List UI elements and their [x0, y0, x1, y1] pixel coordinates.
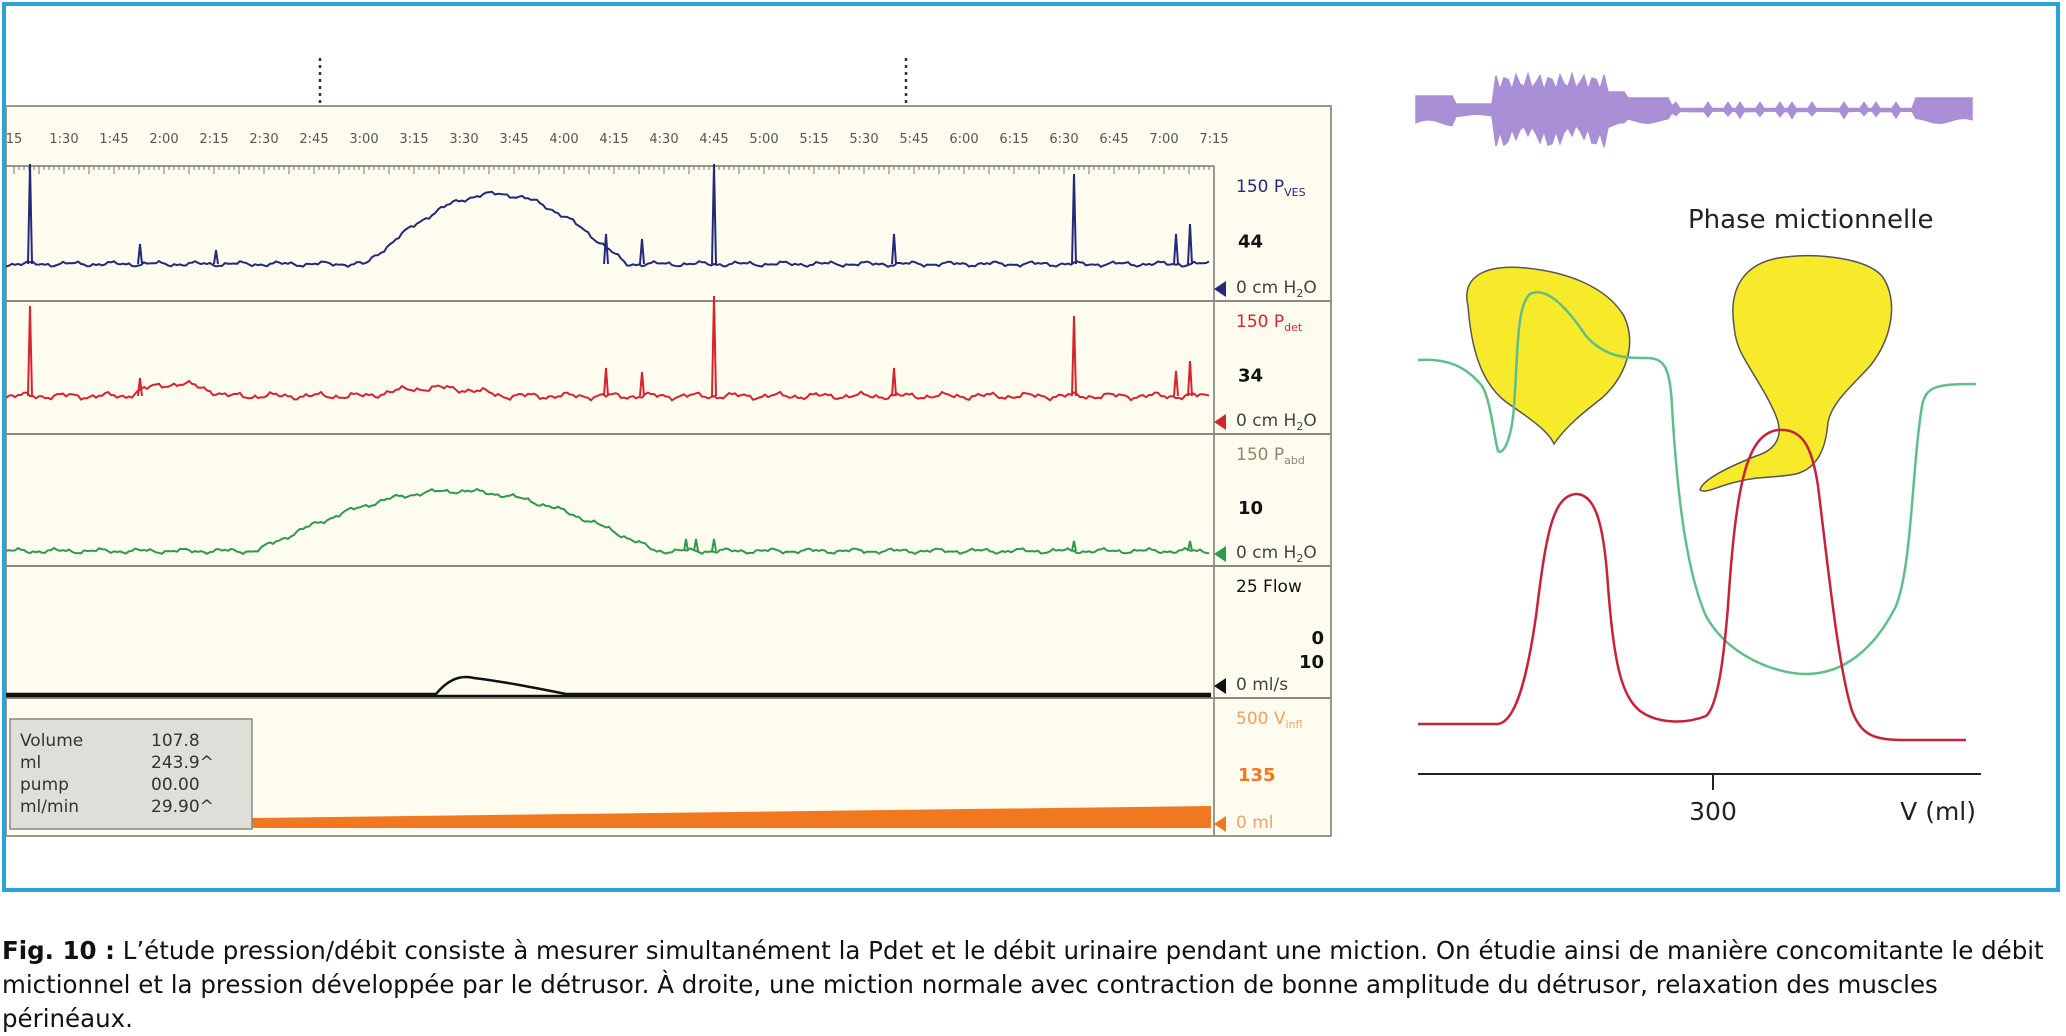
channel-marker — [1214, 816, 1226, 832]
time-tick-label: 7:00 — [1149, 132, 1178, 147]
caption-label: Fig. 10 : — [2, 936, 115, 965]
time-tick-label: 4:15 — [599, 132, 628, 147]
time-tick-label: 6:00 — [949, 132, 978, 147]
channel-marker — [1214, 546, 1226, 562]
time-tick-label: 5:30 — [849, 132, 878, 147]
info-value: 107.8 — [151, 731, 200, 751]
scale-max-label: 25 Flow — [1236, 577, 1302, 597]
info-label: ml — [20, 753, 41, 773]
time-axis: 15 1:30 1:45 2:00 2:15 2:30 2:45 3:00 3:15 3:30 3:… — [6, 132, 1229, 174]
time-tick-label: 1:30 — [49, 132, 78, 147]
info-box: Volume 107.8 ml 243.9^ pump 00.00 ml/min 29.90^ — [9, 718, 253, 830]
channel-traces — [6, 163, 1211, 828]
phase-title: Phase mictionnelle — [1688, 205, 1933, 235]
time-tick-label: 5:15 — [799, 132, 828, 147]
x-tick-label: 300 — [1689, 797, 1737, 826]
flow-trace — [6, 675, 1211, 696]
time-tick-label: 7:15 — [1199, 132, 1228, 147]
info-label: ml/min — [20, 797, 79, 817]
time-tick-label: 6:30 — [1049, 132, 1078, 147]
time-tick-label: 3:45 — [499, 132, 528, 147]
time-tick-label: 5:45 — [899, 132, 928, 147]
pdet-trace — [6, 295, 1210, 402]
schematic-panel: Phase mictionnelle 300 V (ml) — [1415, 71, 1981, 826]
channel-marker — [1214, 281, 1226, 297]
time-tick-label: 15 — [6, 132, 22, 147]
x-axis-label: V (ml) — [1900, 797, 1976, 826]
scale-current-value: 10 — [1299, 652, 1324, 673]
time-tick-label: 5:00 — [749, 132, 778, 147]
time-tick-label: 2:15 — [199, 132, 228, 147]
bladder-shape-voiding — [1699, 255, 1893, 492]
info-label: pump — [20, 775, 69, 795]
infusion-volume-trace — [252, 806, 1211, 828]
info-label: Volume — [20, 731, 83, 751]
channel-marker — [1214, 678, 1226, 694]
time-tick-label: 4:45 — [699, 132, 728, 147]
caption-text: L’étude pression/débit consiste à mesure… — [2, 936, 2044, 1033]
time-tick-label: 2:45 — [299, 132, 328, 147]
bladder-shape-filling — [1466, 266, 1631, 446]
time-tick-label: 3:15 — [399, 132, 428, 147]
time-tick-label: 2:30 — [249, 132, 278, 147]
time-tick-label: 1:45 — [99, 132, 128, 147]
scale-current-value: 34 — [1238, 366, 1263, 387]
emg-signal — [1415, 71, 1973, 148]
urodynamic-trace-panel: 15 1:30 1:45 2:00 2:15 2:30 2:45 3:00 3:15 3:30 3:… — [6, 58, 1332, 837]
pabd-trace — [6, 487, 1210, 556]
sphincter-activity-curve — [1417, 291, 1977, 676]
time-tick-label: 4:30 — [649, 132, 678, 147]
scale-min-label: 0 ml — [1236, 813, 1274, 833]
scale-min-label: 0 ml/s — [1236, 675, 1288, 695]
trace-panel-bg — [6, 105, 1332, 837]
scale-current-value: 135 — [1238, 765, 1276, 786]
info-value: 29.90^ — [151, 797, 214, 817]
figure-caption: Fig. 10 : L’étude pression/débit consist… — [2, 934, 2064, 1036]
time-tick-label: 2:00 — [149, 132, 178, 147]
scale-current-value: 44 — [1238, 232, 1263, 253]
time-tick-label: 3:00 — [349, 132, 378, 147]
detrusor-pressure-curve — [1418, 428, 1966, 742]
figure-frame: 15 1:30 1:45 2:00 2:15 2:30 2:45 3:00 3:15 3:30 3:… — [2, 2, 2060, 892]
info-value: 243.9^ — [151, 753, 214, 773]
pves-trace — [6, 163, 1210, 268]
time-tick-label: 6:45 — [1099, 132, 1128, 147]
time-tick-label: 3:30 — [449, 132, 478, 147]
channel-marker — [1214, 414, 1226, 430]
info-value: 00.00 — [151, 775, 200, 795]
scale-current-value: 0 — [1311, 628, 1324, 649]
time-tick-label: 4:00 — [549, 132, 578, 147]
channel-separators — [6, 300, 1331, 699]
time-tick-label: 6:15 — [999, 132, 1028, 147]
scale-current-value: 10 — [1238, 498, 1263, 519]
